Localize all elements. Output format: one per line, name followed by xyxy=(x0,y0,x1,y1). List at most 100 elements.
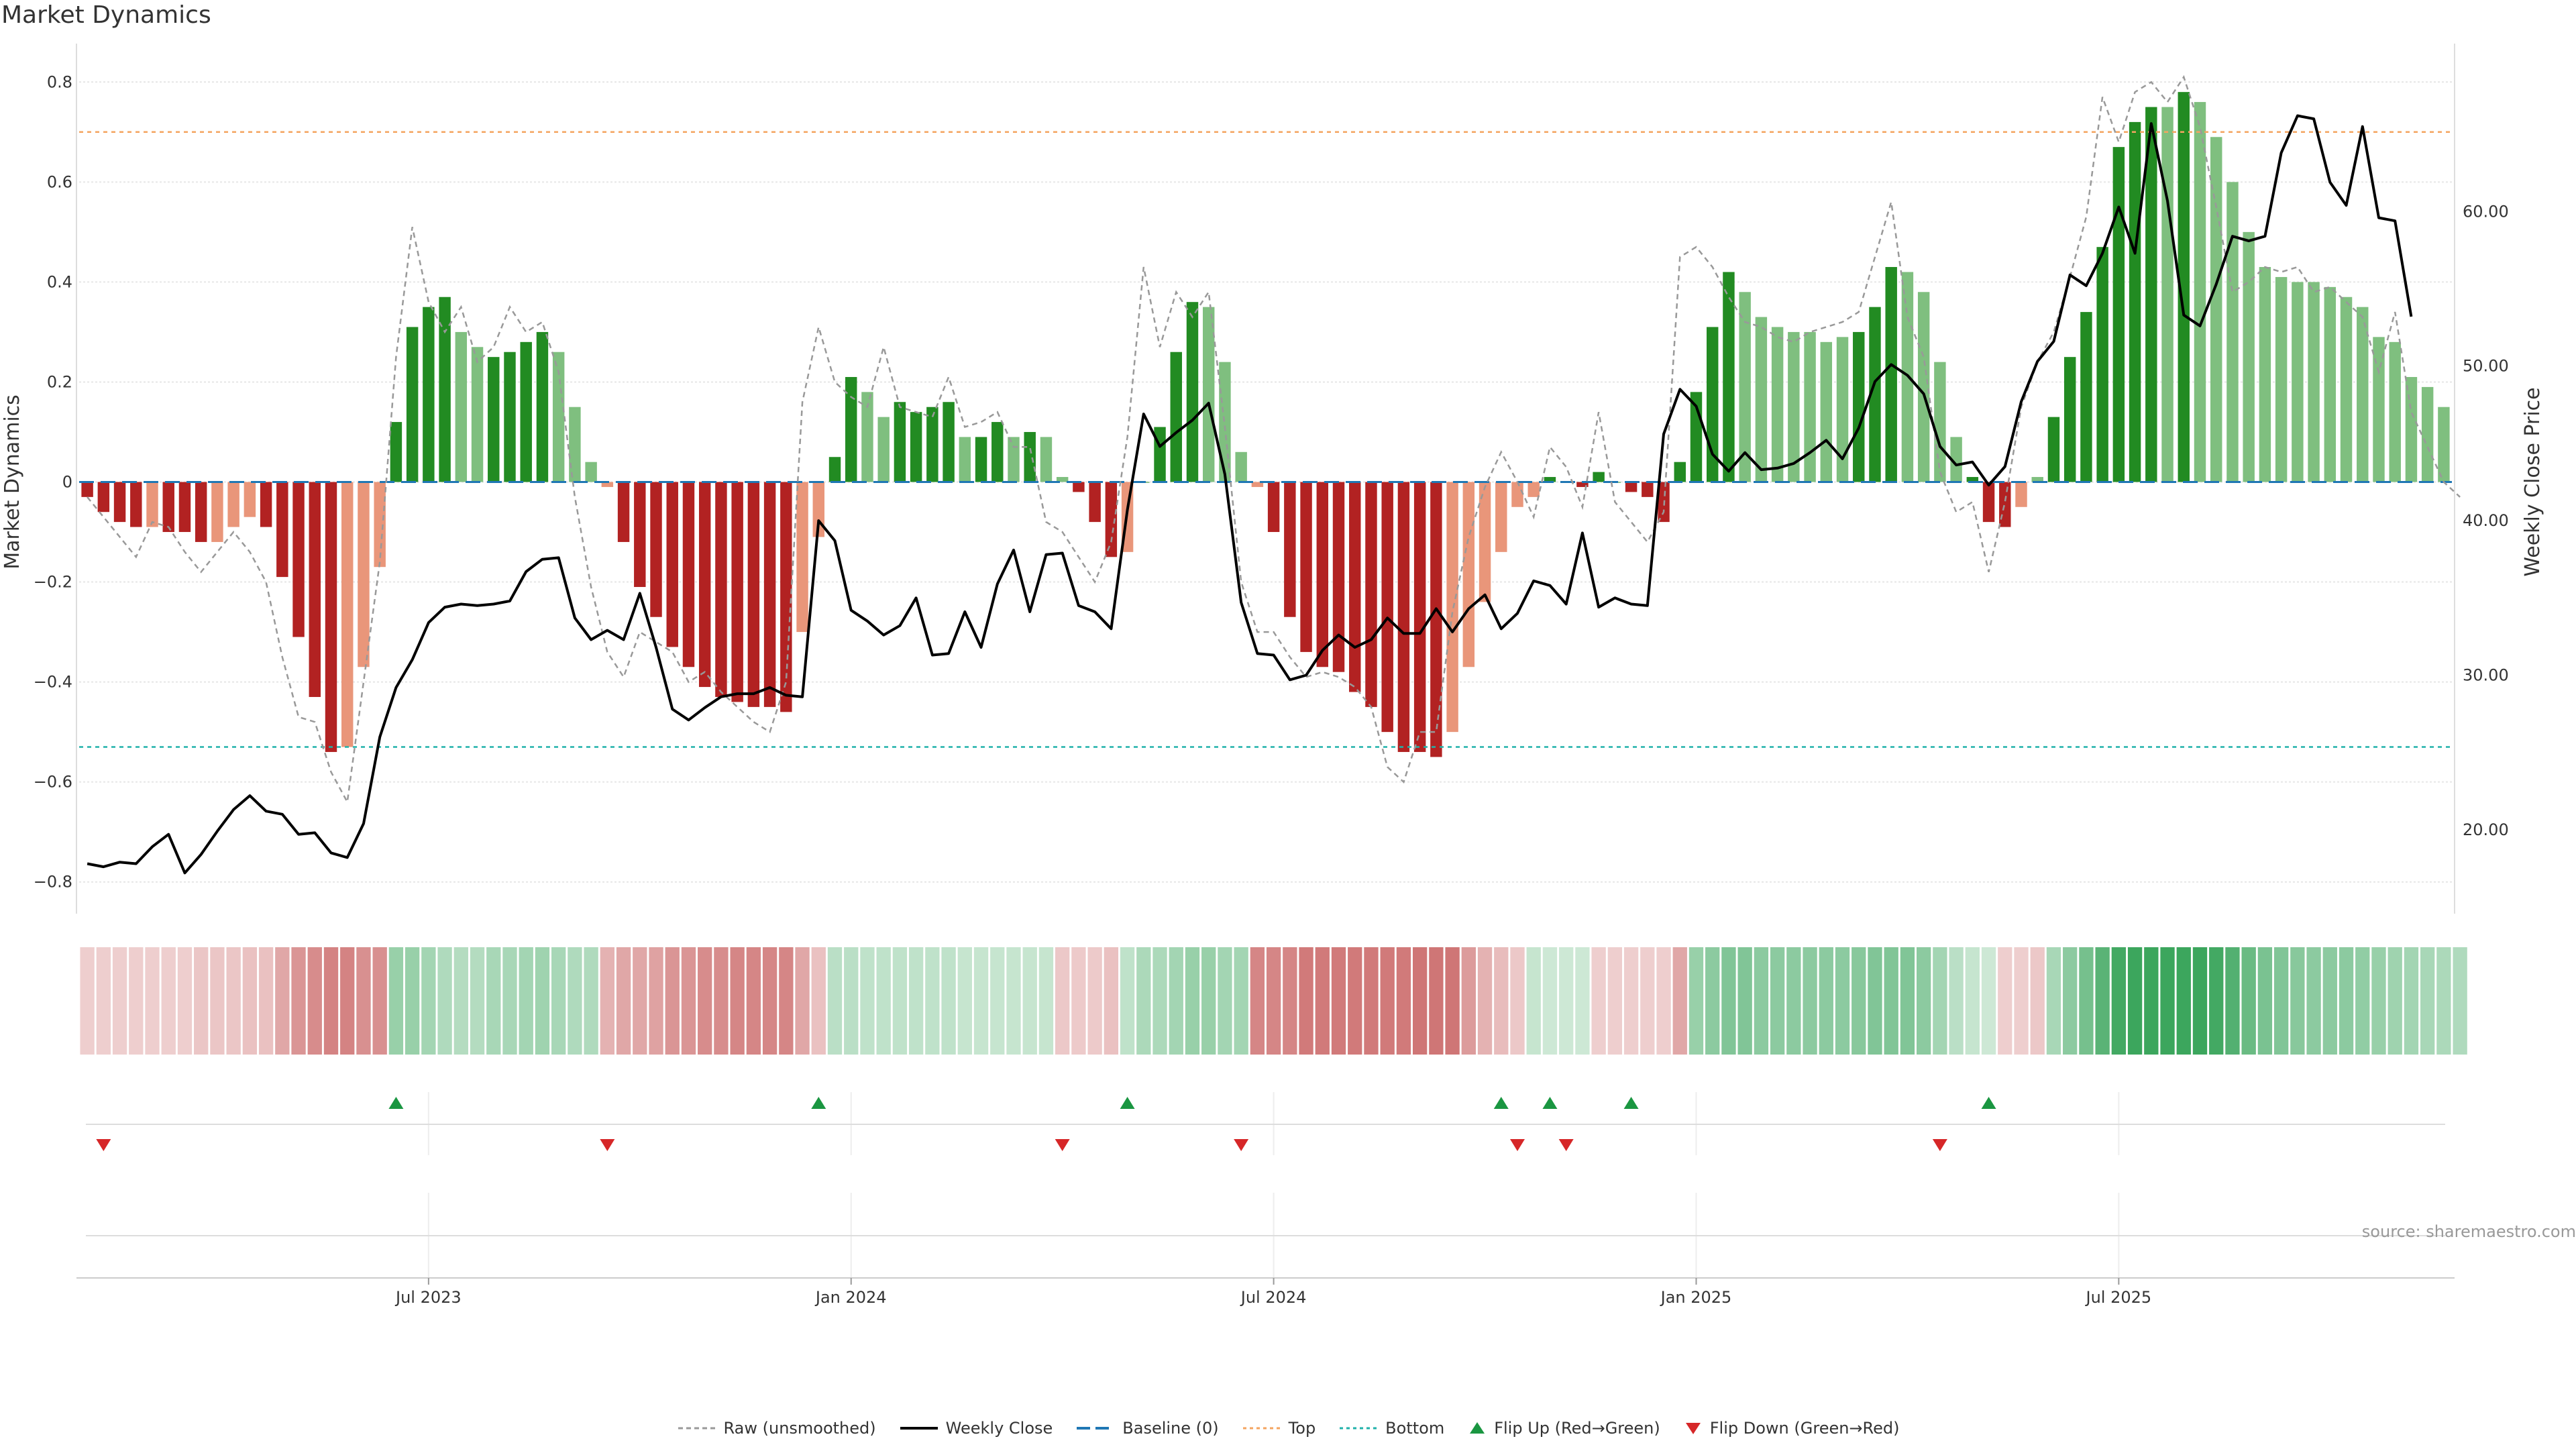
momentum-bar xyxy=(471,347,484,482)
regime-cell xyxy=(1477,947,1493,1055)
momentum-bar xyxy=(2340,297,2353,482)
regime-cell xyxy=(1412,947,1428,1055)
regime-cell xyxy=(1185,947,1200,1055)
regime-cell xyxy=(616,947,631,1055)
legend-swatch-baseline xyxy=(1075,1421,1116,1435)
regime-cell xyxy=(1218,947,1232,1055)
momentum-bar xyxy=(488,357,500,482)
momentum-bar xyxy=(1479,482,1491,602)
momentum-bar xyxy=(796,482,808,633)
regime-cell xyxy=(129,947,144,1055)
momentum-bar xyxy=(2129,121,2141,482)
regime-cell xyxy=(1364,947,1379,1055)
momentum-bar xyxy=(2292,282,2304,482)
y-tick-label: 0 xyxy=(62,473,72,492)
momentum-bar xyxy=(877,417,890,482)
regime-cell xyxy=(1315,947,1330,1055)
y2-tick-label: 40.00 xyxy=(2463,511,2509,530)
momentum-bar xyxy=(146,482,158,527)
momentum-bar xyxy=(975,437,987,482)
momentum-bar xyxy=(991,422,1004,482)
momentum-bar xyxy=(2405,376,2418,482)
regime-cell xyxy=(502,947,517,1055)
momentum-bar xyxy=(763,482,776,707)
flip-down-marker xyxy=(1558,1139,1574,1151)
flip-down-marker xyxy=(1234,1139,1249,1151)
legend-swatch-close xyxy=(899,1421,939,1435)
y2-tick-label: 60.00 xyxy=(2463,202,2509,221)
momentum-bar xyxy=(325,482,337,752)
tick-labels: 0.8 0.6 0.4 0.2 0 −0.2 −0.4 −0.6 −0.8 60.00 50.00 4… xyxy=(1,72,2544,891)
momentum-bar xyxy=(1235,451,1247,482)
momentum-bar xyxy=(113,482,126,523)
momentum-bar xyxy=(1073,482,1085,492)
regime-cell xyxy=(486,947,501,1055)
momentum-bar xyxy=(650,482,662,617)
momentum-bar xyxy=(276,482,288,578)
regime-cell xyxy=(194,947,209,1055)
regime-cell xyxy=(1136,947,1151,1055)
regime-cell xyxy=(307,947,322,1055)
flip-up-marker xyxy=(1493,1097,1509,1109)
regime-cell xyxy=(714,947,729,1055)
momentum-bar xyxy=(439,297,451,482)
momentum-bar xyxy=(1999,482,2011,527)
regime-cell xyxy=(453,947,468,1055)
flip-up-marker xyxy=(388,1097,404,1109)
regime-cell xyxy=(1169,947,1183,1055)
y-tick-label: −0.6 xyxy=(34,773,72,792)
regime-cell xyxy=(2436,947,2451,1055)
momentum-bar xyxy=(162,482,174,533)
momentum-bar xyxy=(504,352,516,482)
regime-cell xyxy=(2030,947,2045,1055)
legend-swatch-raw xyxy=(677,1421,717,1435)
legend-item-close: Weekly Close xyxy=(899,1419,1053,1438)
y-tick-label: −0.8 xyxy=(34,873,72,892)
regime-cell xyxy=(1591,947,1606,1055)
regime-cell xyxy=(519,947,533,1055)
y2-tick-label: 30.00 xyxy=(2463,665,2509,684)
momentum-bar xyxy=(1413,482,1426,752)
regime-cell xyxy=(1672,947,1687,1055)
regime-cell xyxy=(827,947,843,1055)
momentum-bar xyxy=(2145,107,2157,482)
date-tick-label: Jul 2023 xyxy=(394,1288,462,1307)
y-tick-label: −0.4 xyxy=(34,673,72,692)
regime-cell xyxy=(1705,947,1720,1055)
regime-cell xyxy=(1900,947,1915,1055)
regime-cell xyxy=(96,947,111,1055)
momentum-bar xyxy=(861,392,873,482)
regime-cell xyxy=(1754,947,1769,1055)
momentum-bar xyxy=(2226,182,2239,482)
momentum-bar xyxy=(260,482,272,527)
regime-cell xyxy=(80,947,95,1055)
regime-cell xyxy=(2176,947,2191,1055)
regime-cell xyxy=(1071,947,1086,1055)
regime-cell xyxy=(730,947,745,1055)
regime-cell xyxy=(844,947,859,1055)
regime-cell xyxy=(1542,947,1558,1055)
regime-cell xyxy=(1559,947,1574,1055)
momentum-bar xyxy=(1527,482,1540,497)
momentum-bar xyxy=(2194,102,2206,482)
legend-label: Flip Down (Green→Red) xyxy=(1709,1419,1900,1438)
momentum-bar xyxy=(1202,307,1215,482)
regime-cell xyxy=(210,947,225,1055)
momentum-bar xyxy=(1950,437,1962,482)
regime-cell xyxy=(1851,947,1866,1055)
regime-cell xyxy=(633,947,647,1055)
legend-item-flipdown: Flip Down (Green→Red) xyxy=(1683,1419,1900,1438)
regime-cell xyxy=(1380,947,1395,1055)
momentum-bar xyxy=(1723,272,1735,482)
momentum-bar xyxy=(959,437,971,482)
regime-cell xyxy=(1770,947,1785,1055)
momentum-bar xyxy=(682,482,695,667)
regime-cell xyxy=(2144,947,2159,1055)
regime-cell xyxy=(323,947,339,1055)
regime-cell xyxy=(1786,947,1801,1055)
momentum-bar xyxy=(552,352,565,482)
momentum-bar xyxy=(1511,482,1523,507)
regime-cell xyxy=(2273,947,2289,1055)
momentum-bar xyxy=(423,307,435,482)
